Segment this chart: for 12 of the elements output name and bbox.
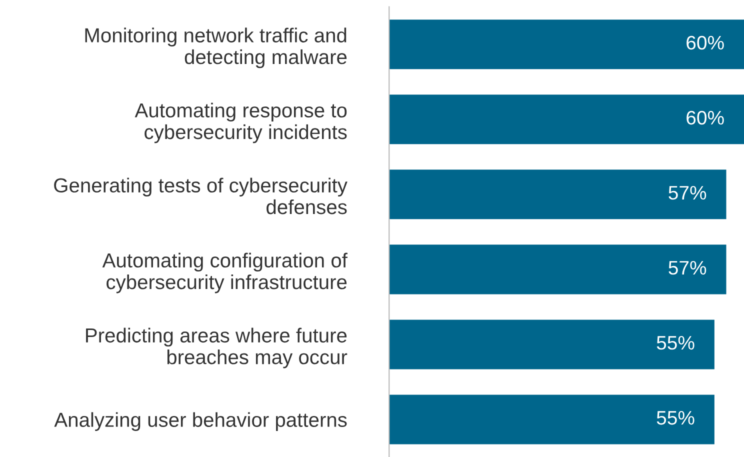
data-label: 55% (656, 336, 694, 350)
data-label: 60% (686, 110, 724, 125)
y-tick-label: Monitoring network traffic and detecting malware (85, 28, 347, 68)
data-label: 60% (686, 36, 724, 50)
y-tick-label: Automating response to cybersecurity incidents (134, 102, 347, 144)
data-label: 57% (668, 260, 706, 275)
y-tick-label: Predicting areas where future breaches may occur (86, 328, 348, 368)
data-label: 55% (656, 411, 694, 425)
y-tick-label: Automating configuration of cybersecurity infrastructure (102, 252, 348, 294)
y-tick-label: Analyzing user behavior patterns (54, 412, 347, 431)
y-tick-label: Generating tests of cybersecurity defenses (54, 178, 348, 214)
data-label: 57% (668, 186, 706, 200)
